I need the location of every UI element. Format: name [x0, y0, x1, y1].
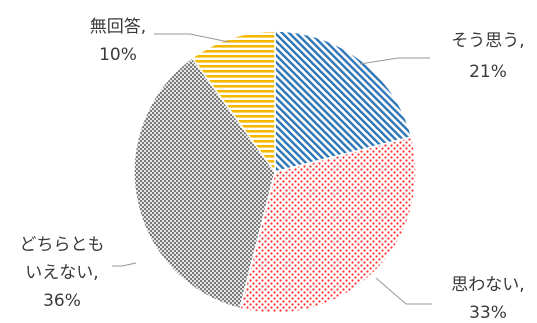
pie-slice-sou-omou: [274, 30, 413, 173]
slice-value-dochira: 36%: [43, 291, 81, 311]
pie-slice-mukaitou: [191, 30, 276, 175]
slice-label-dochira-line1: どちらとも: [20, 235, 105, 255]
leader-line-mukaitou: [154, 33, 230, 43]
pie-slice-omowanai: [239, 136, 417, 314]
leader-line-dochira: [112, 262, 137, 267]
slice-value-sou-omou: 21%: [469, 62, 507, 82]
slice-label-omowanai: 思わない,: [451, 275, 524, 295]
leader-line-sou-omou: [359, 57, 430, 65]
slice-value-mukaitou: 10%: [99, 45, 137, 65]
slice-label-dochira-line2: いえない,: [25, 263, 98, 283]
slice-value-omowanai: 33%: [469, 303, 507, 323]
leader-line-omowanai: [375, 277, 432, 305]
pie-slice-dochira: [133, 56, 276, 310]
slice-label-sou-omou: そう思う,: [451, 31, 524, 51]
pie-slices: [133, 30, 417, 314]
slice-label-mukaitou: 無回答,: [90, 17, 146, 37]
